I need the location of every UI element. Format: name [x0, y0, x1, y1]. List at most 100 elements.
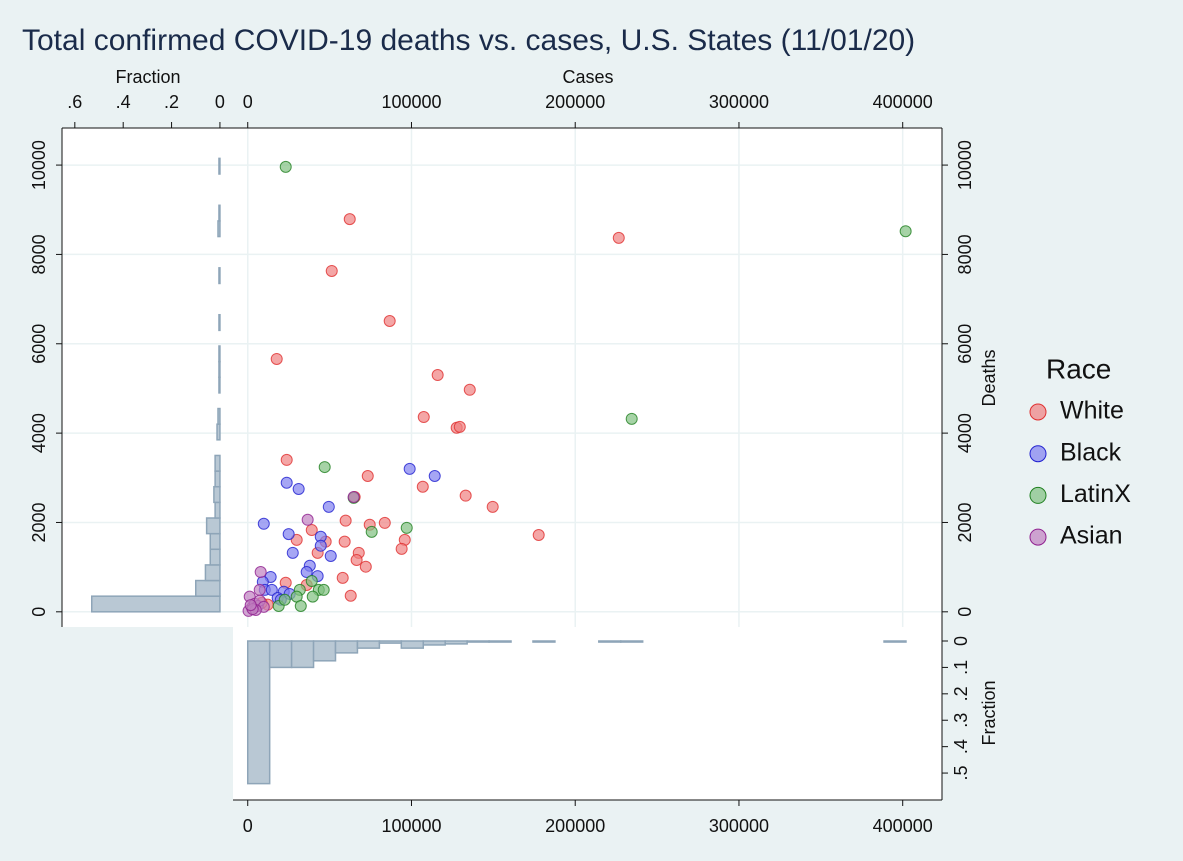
- point: [359, 560, 372, 573]
- x-tick-label: 0: [243, 816, 253, 836]
- point: [317, 583, 330, 596]
- legend-marker: [1029, 445, 1047, 463]
- fraction-tick-label: .6: [67, 92, 82, 112]
- y-tick-label: 6000: [955, 324, 975, 364]
- x-tick-label: 400000: [873, 816, 933, 836]
- point: [625, 412, 638, 425]
- histogram-bar: [444, 640, 468, 645]
- fraction-tick-label: .4: [116, 92, 131, 112]
- point: [282, 528, 295, 541]
- point: [305, 524, 318, 537]
- legend-marker: [1029, 403, 1047, 421]
- point: [403, 462, 416, 475]
- point: [343, 213, 356, 226]
- histogram-bar: [218, 157, 221, 175]
- fraction-tick-label: .2: [951, 686, 971, 701]
- point: [278, 593, 291, 606]
- histogram-bar: [246, 640, 271, 785]
- histogram-bar: [400, 640, 425, 649]
- histogram-bar: [619, 640, 644, 643]
- histogram-bar: [312, 640, 337, 662]
- fraction-tick-label: .4: [951, 739, 971, 754]
- x-tick-label: 300000: [709, 816, 769, 836]
- histogram-bar: [466, 640, 490, 643]
- histogram-bar: [218, 204, 221, 222]
- point: [400, 521, 413, 534]
- histogram-bar: [598, 640, 622, 643]
- point: [290, 533, 303, 546]
- point: [453, 420, 466, 433]
- histogram-bar: [213, 485, 221, 504]
- histogram-bar: [532, 640, 556, 643]
- histogram-bar: [334, 640, 359, 654]
- point: [314, 539, 327, 552]
- point: [292, 482, 305, 495]
- x-tick-label: 400000: [873, 92, 933, 112]
- point: [294, 600, 307, 613]
- histogram-bar: [217, 220, 221, 238]
- legend-label: Black: [1060, 438, 1122, 466]
- fraction-axis-title: Fraction: [979, 680, 999, 745]
- histogram-bar: [378, 640, 403, 644]
- histogram-bar: [214, 501, 221, 519]
- y-tick-label: 2000: [29, 502, 49, 542]
- point: [306, 590, 319, 603]
- point: [338, 535, 351, 548]
- point: [463, 383, 476, 396]
- histogram-bar: [488, 640, 512, 643]
- histogram-bar: [209, 548, 221, 566]
- point: [279, 160, 292, 173]
- point: [378, 516, 391, 529]
- legend-label: White: [1060, 397, 1124, 425]
- x-tick-label: 100000: [381, 816, 441, 836]
- point: [325, 264, 338, 277]
- legend-label: LatinX: [1060, 480, 1131, 508]
- point: [459, 489, 472, 502]
- y-tick-label: 8000: [29, 234, 49, 274]
- point: [324, 549, 337, 562]
- histogram-bar: [90, 595, 221, 613]
- point: [416, 480, 429, 493]
- point: [257, 517, 270, 530]
- y-tick-label: 10000: [955, 140, 975, 190]
- histogram-bar: [218, 376, 221, 394]
- histogram-bar: [205, 517, 221, 535]
- y-tick-label: 0: [955, 607, 975, 617]
- y-tick-label: 4000: [955, 413, 975, 453]
- point: [486, 500, 499, 513]
- fraction-tick-label: .1: [951, 660, 971, 675]
- x-tick-label: 200000: [545, 92, 605, 112]
- histogram-bar: [218, 345, 221, 363]
- histogram-bar: [217, 407, 221, 425]
- point: [383, 314, 396, 327]
- histogram-bar: [290, 640, 315, 669]
- histogram-bar: [195, 579, 221, 597]
- y-tick-label: 8000: [955, 234, 975, 274]
- histogram-bar: [218, 313, 221, 332]
- point: [431, 369, 444, 382]
- point: [253, 583, 266, 596]
- histogram-bar: [268, 640, 293, 669]
- histogram-bar: [214, 454, 221, 472]
- point: [286, 546, 299, 559]
- legend-label: Asian: [1060, 522, 1123, 550]
- histogram-bar: [218, 267, 221, 285]
- point: [350, 553, 363, 566]
- fraction-tick-label: .2: [164, 92, 179, 112]
- histogram-bar: [218, 360, 221, 379]
- histogram-bar: [216, 423, 221, 441]
- x-tick-label: 100000: [381, 92, 441, 112]
- point: [280, 453, 293, 466]
- x-tick-label: 200000: [545, 816, 605, 836]
- chart-title: Total confirmed COVID-19 deaths vs. case…: [22, 24, 915, 57]
- x-tick-label: 300000: [709, 92, 769, 112]
- histogram-bar: [883, 640, 907, 643]
- fraction-axis-title: Fraction: [115, 67, 180, 87]
- fraction-tick-label: 0: [951, 636, 971, 646]
- histogram-bar: [214, 470, 221, 488]
- fraction-tick-label: .3: [951, 713, 971, 728]
- point: [270, 352, 283, 365]
- fraction-tick-label: .5: [951, 766, 971, 781]
- point: [344, 589, 357, 602]
- point: [612, 231, 625, 244]
